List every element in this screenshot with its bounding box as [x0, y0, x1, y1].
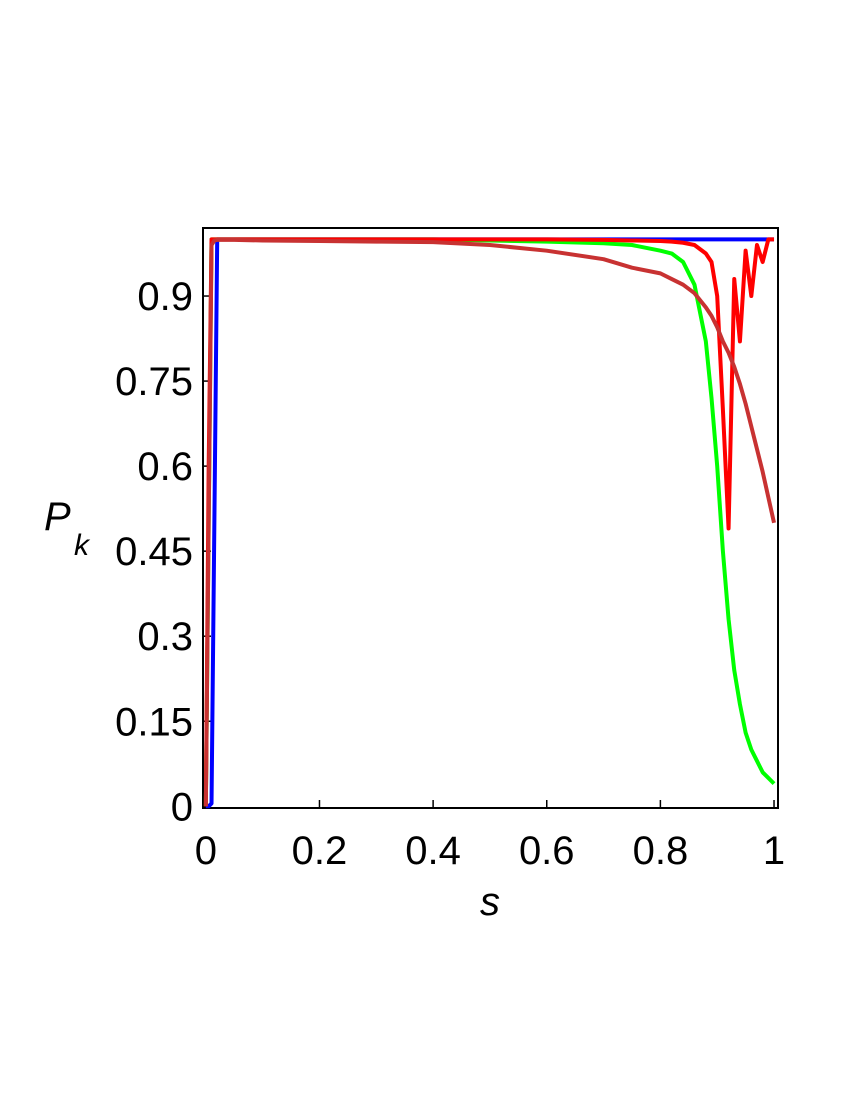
y-tick-label: 0.6	[137, 445, 193, 489]
plot-frame	[202, 227, 779, 809]
y-tick-label: 0.15	[115, 700, 193, 744]
y-tick-label: 0	[171, 785, 193, 829]
x-tick-label: 0.4	[405, 829, 461, 873]
x-tick-label: 0.2	[292, 829, 348, 873]
x-tick-label: 0	[195, 829, 217, 873]
series-line	[203, 237, 775, 807]
x-tick-label: 0.6	[519, 829, 575, 873]
series-line	[205, 237, 775, 809]
y-axis-label: P	[44, 495, 71, 539]
x-tick-label: 1	[763, 829, 785, 873]
y-tick-label: 0.9	[137, 275, 193, 319]
y-axis-label-subscript: k	[74, 529, 91, 562]
x-axis-label: s	[480, 880, 500, 924]
series-line	[203, 237, 776, 807]
y-tick-label: 0.75	[115, 360, 193, 404]
series-line	[203, 237, 776, 807]
x-tick-label: 0.8	[633, 829, 689, 873]
y-tick-label: 0.3	[137, 615, 193, 659]
y-tick-label: 0.45	[115, 530, 193, 574]
